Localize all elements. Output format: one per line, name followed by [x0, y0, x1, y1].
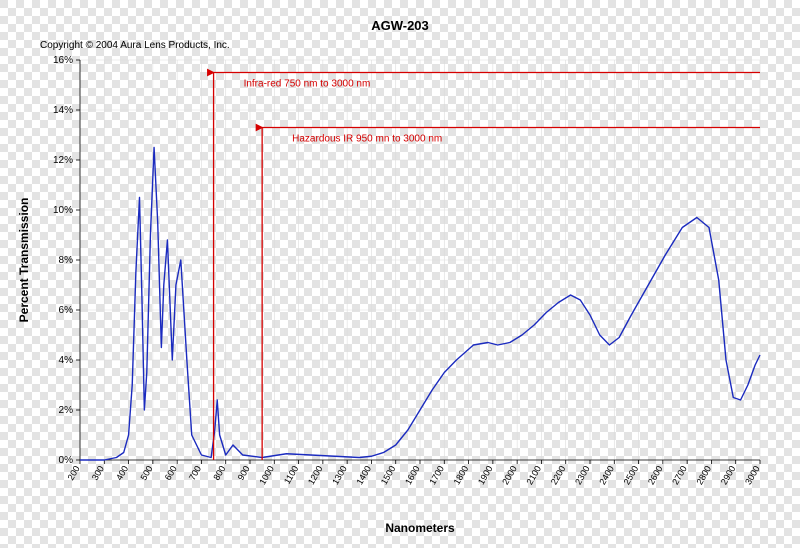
marker-label: Hazardous IR 950 mn to 3000 nm — [292, 134, 442, 145]
svg-text:10%: 10% — [53, 205, 73, 216]
svg-text:2%: 2% — [59, 405, 74, 416]
marker-label: Infra-red 750 nm to 3000 nm — [244, 79, 371, 90]
svg-text:16%: 16% — [53, 55, 73, 66]
svg-text:4%: 4% — [59, 355, 74, 366]
transmission-chart: 0%2%4%6%8%10%12%14%16%200300400500600700… — [0, 0, 800, 548]
svg-text:0%: 0% — [59, 455, 74, 466]
copyright: Copyright © 2004 Aura Lens Products, Inc… — [40, 40, 230, 51]
y-label: Percent Transmission — [17, 198, 31, 323]
x-label: Nanometers — [385, 521, 455, 535]
svg-text:6%: 6% — [59, 305, 74, 316]
chart-title: AGW-203 — [371, 18, 429, 33]
svg-text:12%: 12% — [53, 155, 73, 166]
svg-text:14%: 14% — [53, 105, 73, 116]
svg-text:8%: 8% — [59, 255, 74, 266]
